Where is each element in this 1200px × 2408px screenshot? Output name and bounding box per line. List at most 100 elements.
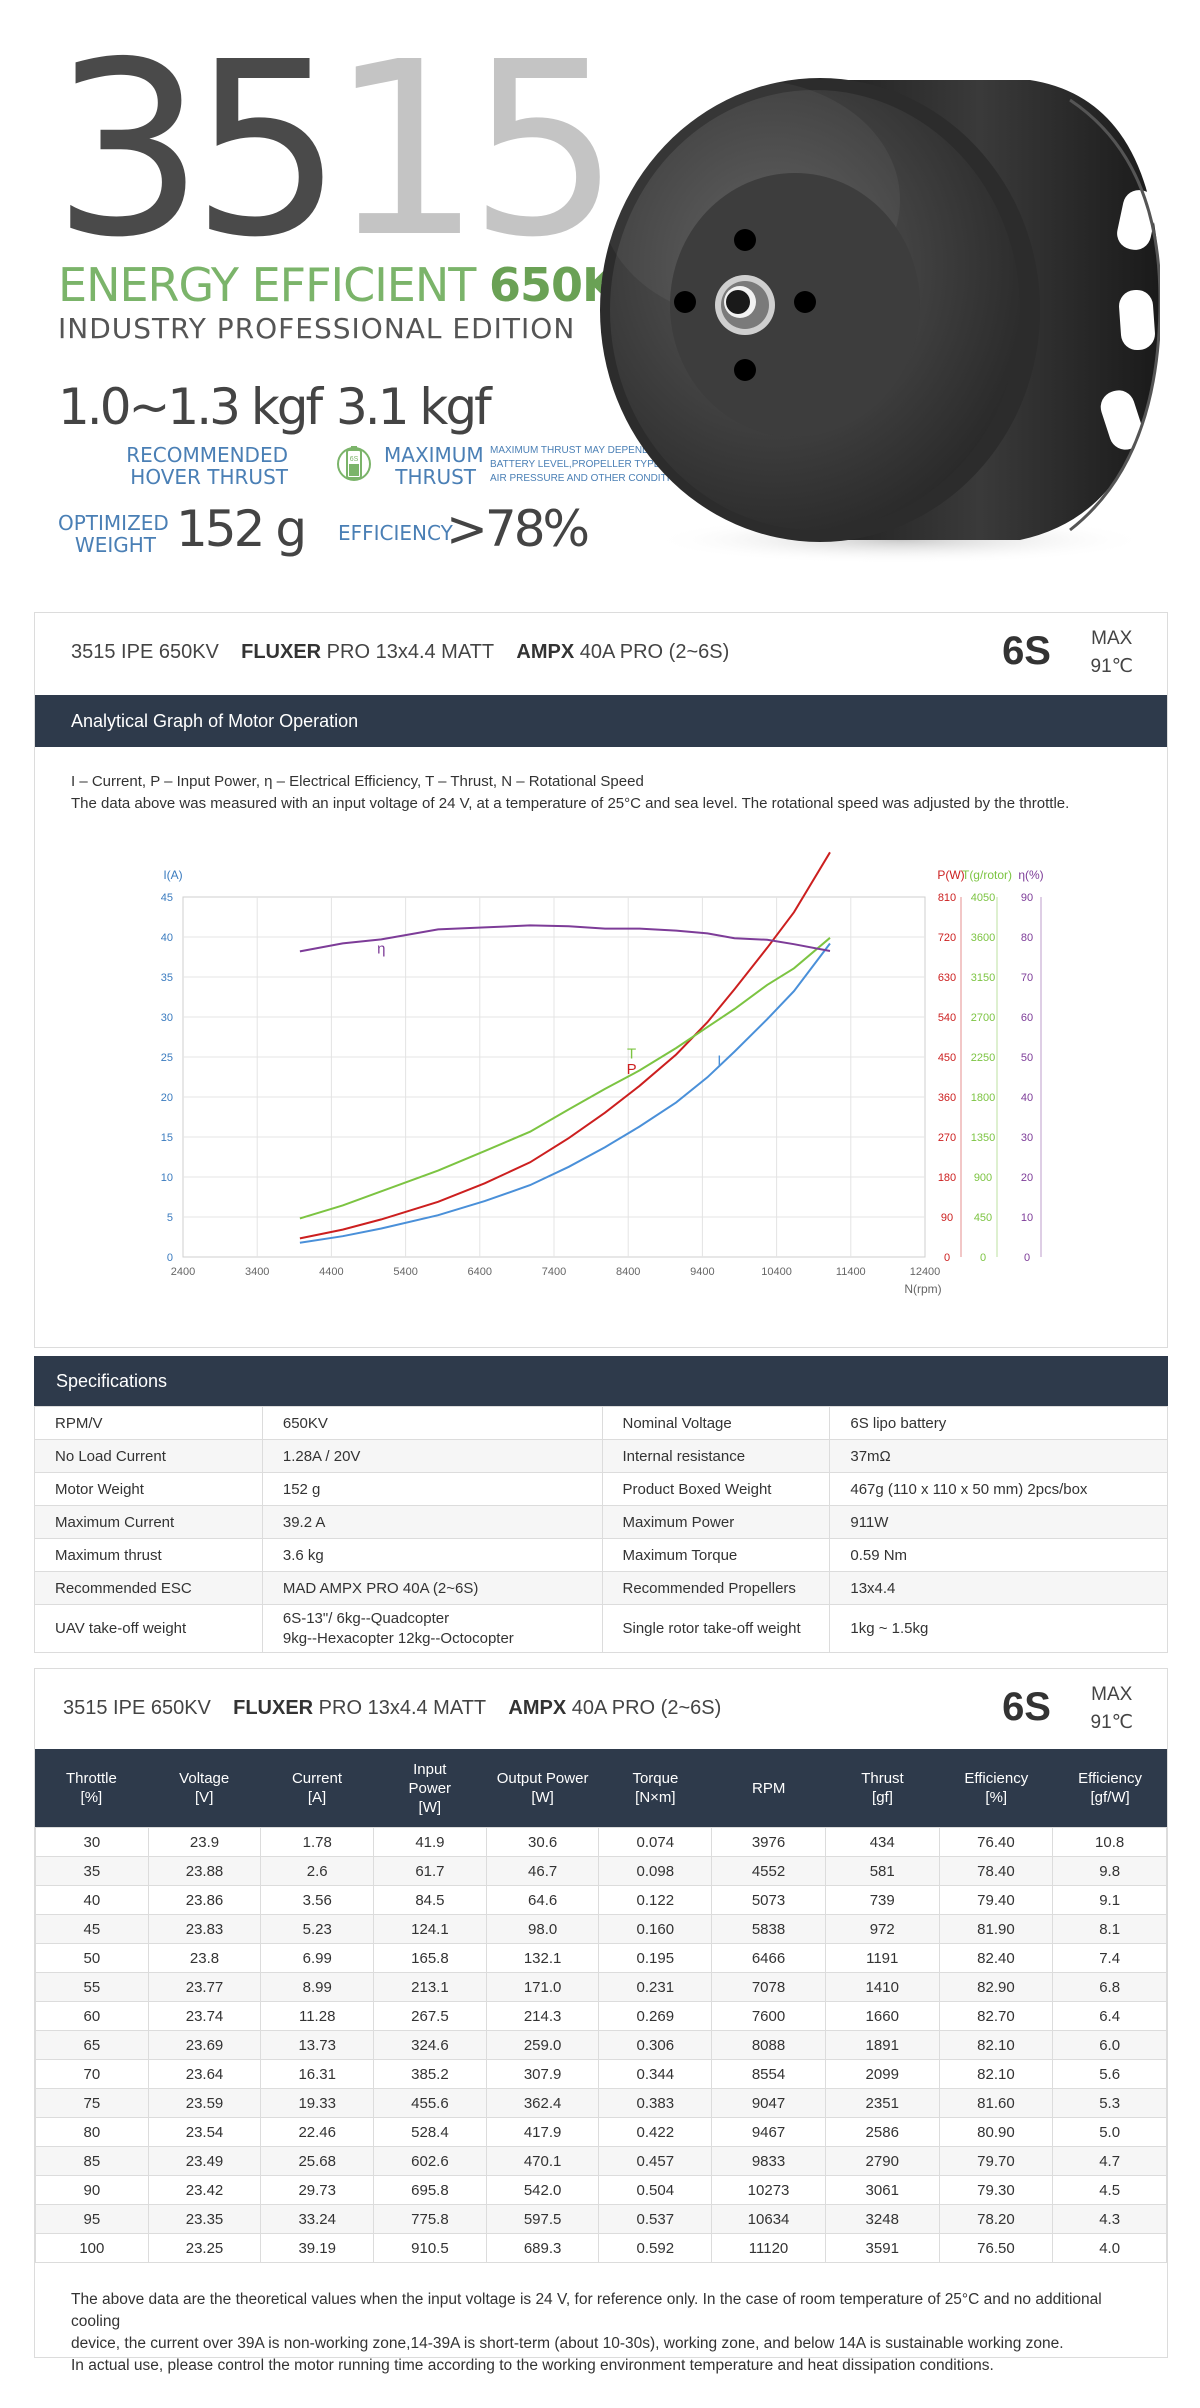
spec-key: Maximum thrust (34, 1538, 263, 1572)
series-line-η (299, 924, 831, 953)
graph-legend-text: I – Current, P – Input Power, η – Electr… (71, 773, 1070, 812)
y-tick-label: 1800 (971, 1092, 995, 1104)
table-cell: 5073 (711, 1885, 826, 1915)
table-cell: 0.383 (598, 2088, 713, 2118)
table-cell: 2.6 (260, 1856, 375, 1886)
table-cell: 6466 (711, 1943, 826, 1973)
spec-key: Product Boxed Weight (601, 1472, 831, 1506)
spec-value: 1kg ~ 1.5kg (829, 1604, 1168, 1653)
config-text: 3515 IPE 650KV FLUXER PRO 13x4.4 MATT AM… (63, 1697, 722, 1719)
table-row: 75 23.59 19.33 455.6 362.4 0.383 9047 2351 81.60… (35, 2088, 1167, 2118)
table-cell: 324.6 (373, 2030, 487, 2060)
spec-value: 467g (110 x 110 x 50 mm) 2pcs/box (829, 1472, 1168, 1506)
tagline: ENERGY EFFICIENT 650KV (58, 258, 652, 312)
y-tick-label: 45 (161, 892, 173, 904)
max-temp: MAX 91℃ (1090, 628, 1133, 677)
table-cell: 79.40 (938, 1885, 1054, 1915)
spec-row: RPM/V 650KV Nominal Voltage 6S lipo battery (34, 1406, 1168, 1440)
table-row: 60 23.74 11.28 267.5 214.3 0.269 7600 1660 82.70… (35, 2001, 1167, 2031)
x-tick-label: 7400 (542, 1266, 566, 1278)
weight-label: OPTIMIZED WEIGHT (58, 511, 169, 557)
table-cell: 46.7 (485, 1856, 600, 1886)
table-cell: 0.592 (598, 2233, 713, 2263)
table-cell: 9.8 (1052, 1856, 1167, 1886)
y-tick-label: 3600 (971, 932, 995, 944)
table-cell: 0.306 (598, 2030, 713, 2060)
table-cell: 82.10 (938, 2030, 1054, 2060)
table-cell: 23.77 (147, 1972, 262, 2002)
table-cell: 82.70 (938, 2001, 1054, 2031)
table-cell: 214.3 (485, 2001, 600, 2031)
series-label-η: η (377, 940, 385, 957)
table-cell: 1191 (824, 1943, 940, 1973)
table-cell: 3248 (824, 2204, 940, 2234)
table-cell: 81.60 (938, 2088, 1054, 2118)
table-cell: 23.86 (147, 1885, 262, 1915)
column-header: Voltage [V] (179, 1770, 230, 1806)
table-cell: 23.88 (147, 1856, 262, 1886)
hover-thrust-label: RECOMMENDED HOVER THRUST (126, 443, 288, 489)
table-cell: 82.10 (938, 2059, 1054, 2089)
table-cell: 171.0 (485, 1972, 600, 2002)
y-tick-label: 30 (161, 1012, 173, 1024)
spec-value: 152 g (261, 1472, 603, 1506)
table-cell: 79.70 (938, 2146, 1054, 2176)
y-tick-label: 50 (1021, 1052, 1033, 1064)
table-cell: 78.20 (938, 2204, 1054, 2234)
table-cell: 84.5 (373, 1885, 487, 1915)
table-cell: 0.537 (598, 2204, 713, 2234)
table-cell: 581 (824, 1856, 940, 1886)
table-cell: 95 (35, 2204, 149, 2234)
table-cell: 4.5 (1052, 2175, 1167, 2205)
model-number: 3515 (52, 10, 621, 290)
table-cell: 259.0 (485, 2030, 600, 2060)
table-cell: 76.50 (938, 2233, 1054, 2263)
table-cell: 23.25 (147, 2233, 262, 2263)
spec-value: 650KV (261, 1406, 603, 1440)
x-tick-label: 9400 (690, 1266, 714, 1278)
x-tick-label: 8400 (616, 1266, 640, 1278)
spec-key: Internal resistance (601, 1439, 831, 1473)
spec-value: 39.2 A (261, 1505, 603, 1539)
y-tick-label: 0 (980, 1252, 986, 1264)
table-cell: 79.30 (938, 2175, 1054, 2205)
table-cell: 417.9 (485, 2117, 600, 2147)
table-cell: 82.40 (938, 1943, 1054, 1973)
y-tick-label: 540 (938, 1012, 956, 1024)
spec-key: Maximum Power (601, 1505, 831, 1539)
table-row: 30 23.9 1.78 41.9 30.6 0.074 3976 434 76.40 10.8 (35, 1827, 1167, 1857)
config-bar: 3515 IPE 650KV FLUXER PRO 13x4.4 MATT AM… (35, 613, 1167, 695)
y-tick-label: 4050 (971, 892, 995, 904)
series-label-P: P (627, 1061, 637, 1078)
spec-key: Maximum Torque (601, 1538, 831, 1572)
table-cell: 4.7 (1052, 2146, 1167, 2176)
y-tick-label: 0 (1024, 1252, 1030, 1264)
table-row: 35 23.88 2.6 61.7 46.7 0.098 4552 581 78.40 9.8 (35, 1856, 1167, 1886)
table-cell: 7600 (711, 2001, 826, 2031)
table-cell: 165.8 (373, 1943, 487, 1973)
table-cell: 23.35 (147, 2204, 262, 2234)
spec-row: Maximum thrust 3.6 kg Maximum Torque 0.59 N… (34, 1538, 1168, 1572)
y-tick-label: 900 (974, 1172, 992, 1184)
battery-icon: 6S (337, 446, 371, 481)
table-cell: 9833 (711, 2146, 826, 2176)
max-temp: MAX 91℃ (1090, 1684, 1133, 1733)
graph-header: Analytical Graph of Motor Operation (35, 695, 1167, 747)
table-cell: 542.0 (485, 2175, 600, 2205)
table-cell: 13.73 (260, 2030, 375, 2060)
table-cell: 695.8 (373, 2175, 487, 2205)
table-cell: 23.54 (147, 2117, 262, 2147)
table-cell: 434 (824, 1827, 940, 1857)
table-cell: 385.2 (373, 2059, 487, 2089)
table-cell: 40 (35, 1885, 149, 1915)
y-tick-label: 180 (938, 1172, 956, 1184)
series-label-T: T (627, 1045, 636, 1062)
spec-row: Maximum Current 39.2 A Maximum Power 911W (34, 1505, 1168, 1539)
table-cell: 65 (35, 2030, 149, 2060)
table-cell: 0.195 (598, 1943, 713, 1973)
table-cell: 0.098 (598, 1856, 713, 1886)
spec-value: 911W (829, 1505, 1168, 1539)
table-cell: 85 (35, 2146, 149, 2176)
table-row: 50 23.8 6.99 165.8 132.1 0.195 6466 1191 82.40 7.… (35, 1943, 1167, 1973)
efficiency-label: EFFICIENCY (338, 521, 453, 545)
